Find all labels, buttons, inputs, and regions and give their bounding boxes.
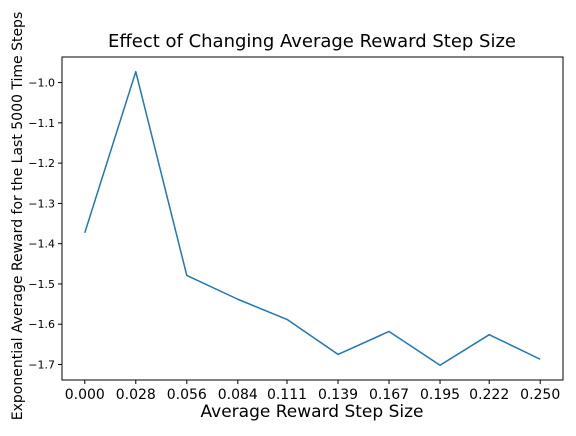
- x-tick-label: 0.056: [167, 387, 207, 403]
- x-tick-label: 0.250: [520, 387, 560, 403]
- x-tick-label: 0.195: [420, 387, 460, 403]
- y-tick-label: −1.5: [28, 278, 55, 291]
- plot-area-frame: [61, 56, 564, 381]
- y-tick-label: −1.3: [28, 197, 55, 210]
- series-layer: [84, 70, 541, 367]
- y-tick-label: −1.1: [28, 117, 55, 130]
- y-tick-label: −1.2: [28, 157, 55, 170]
- x-tick-label: 0.084: [218, 387, 258, 403]
- y-tick-label: −1.6: [28, 318, 55, 331]
- x-tick-label: 0.000: [65, 387, 105, 403]
- x-axis-ticks: 0.000 0.028 0.056 0.084 0.111 0.139 0.167 0.195…: [65, 380, 560, 403]
- y-axis-label: Exponential Average Reward for the Last …: [10, 12, 26, 420]
- x-tick-label: 0.222: [469, 387, 509, 403]
- x-tick-label: 0.139: [318, 387, 358, 403]
- y-tick-label: −1.7: [28, 358, 55, 371]
- x-tick-label: 0.167: [369, 387, 409, 403]
- series-line: [84, 70, 541, 367]
- x-tick-label: 0.111: [267, 387, 307, 403]
- chart-title: Effect of Changing Average Reward Step S…: [108, 31, 516, 52]
- x-axis-label: Average Reward Step Size: [201, 402, 424, 422]
- x-tick-label: 0.028: [116, 387, 156, 403]
- y-tick-label: −1.0: [28, 77, 55, 90]
- y-tick-label: −1.4: [28, 238, 55, 251]
- y-axis-ticks: −1.7 −1.6 −1.5 −1.4 −1.3 −1.2 −1.1 −1.0: [28, 77, 62, 371]
